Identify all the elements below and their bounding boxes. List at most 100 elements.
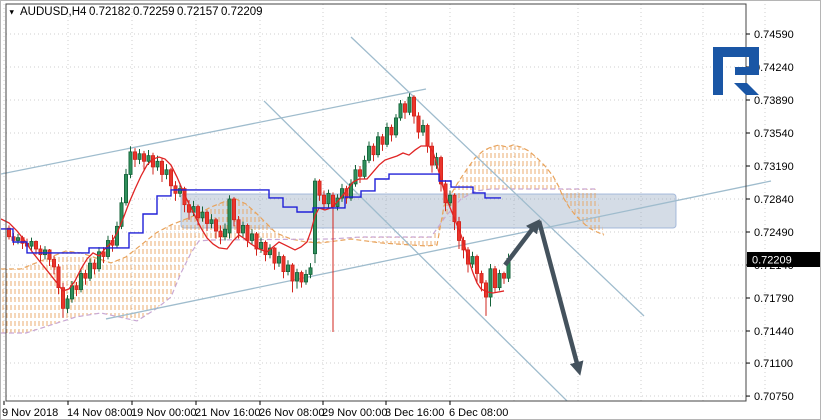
candle-bearish[interactable] bbox=[231, 198, 236, 221]
symbol-dropdown-icon[interactable]: ▼ bbox=[8, 8, 15, 17]
candle-bearish[interactable] bbox=[101, 251, 106, 257]
candle-bearish[interactable] bbox=[389, 126, 394, 136]
candle-bullish[interactable] bbox=[420, 125, 425, 133]
candle-bullish[interactable] bbox=[209, 219, 214, 224]
candle-bearish[interactable] bbox=[254, 233, 259, 250]
candle-bullish[interactable] bbox=[128, 151, 133, 175]
descending-channel-lower[interactable] bbox=[263, 100, 568, 402]
candle-bullish[interactable] bbox=[326, 192, 331, 205]
candle-bullish[interactable] bbox=[65, 298, 70, 309]
candle-bearish[interactable] bbox=[150, 155, 155, 168]
candle-bearish[interactable] bbox=[492, 268, 497, 289]
ascending-support-line[interactable] bbox=[105, 180, 772, 320]
candle-bearish[interactable] bbox=[321, 194, 326, 205]
candle-bearish[interactable] bbox=[402, 103, 407, 113]
candle-bearish[interactable] bbox=[7, 227, 12, 238]
candle-bullish[interactable] bbox=[362, 159, 367, 177]
candle-bearish[interactable] bbox=[479, 273, 484, 284]
candle-bullish[interactable] bbox=[29, 241, 34, 247]
resistance-zone-rect[interactable] bbox=[180, 193, 677, 229]
candle-bearish[interactable] bbox=[299, 272, 304, 283]
candle-bullish[interactable] bbox=[353, 169, 358, 185]
candle-bearish[interactable] bbox=[425, 125, 430, 147]
candle-bearish[interactable] bbox=[204, 211, 209, 224]
candle-bullish[interactable] bbox=[227, 198, 232, 234]
candle-bullish[interactable] bbox=[470, 256, 475, 265]
candle-bearish[interactable] bbox=[159, 160, 164, 175]
candle-bearish[interactable] bbox=[92, 262, 97, 270]
candle-bearish[interactable] bbox=[452, 194, 457, 223]
candle-bullish[interactable] bbox=[79, 273, 84, 290]
candle-bullish[interactable] bbox=[15, 237, 20, 241]
candle-bearish[interactable] bbox=[438, 157, 443, 185]
candle-bearish[interactable] bbox=[290, 264, 295, 282]
projection-up-arrow[interactable] bbox=[503, 219, 540, 267]
candle-bullish[interactable] bbox=[200, 211, 205, 219]
candle-bullish[interactable] bbox=[137, 153, 142, 160]
candle-bullish[interactable] bbox=[258, 241, 263, 250]
candle-bearish[interactable] bbox=[245, 224, 250, 241]
symbol-period-label[interactable]: AUDUSD,H4 bbox=[20, 6, 87, 18]
candle-bullish[interactable] bbox=[124, 174, 129, 204]
candle-bullish[interactable] bbox=[407, 96, 412, 113]
candle-bearish[interactable] bbox=[141, 153, 146, 162]
candle-bearish[interactable] bbox=[132, 151, 137, 160]
ascending-left-line[interactable] bbox=[1, 88, 427, 175]
candle-bullish[interactable] bbox=[488, 268, 493, 298]
candle-bullish[interactable] bbox=[240, 224, 245, 234]
candle-bearish[interactable] bbox=[317, 180, 322, 196]
candle-bearish[interactable] bbox=[371, 145, 376, 156]
projection-down-arrow[interactable] bbox=[536, 220, 584, 376]
candle-bearish[interactable] bbox=[34, 241, 39, 250]
candle-bearish[interactable] bbox=[61, 287, 66, 309]
candle-bearish[interactable] bbox=[281, 256, 286, 272]
candle-bullish[interactable] bbox=[177, 188, 182, 194]
candle-bullish[interactable] bbox=[398, 103, 403, 119]
candle-bullish[interactable] bbox=[164, 169, 169, 175]
candle-bullish[interactable] bbox=[146, 155, 151, 162]
candle-bearish[interactable] bbox=[380, 136, 385, 145]
candle-bearish[interactable] bbox=[474, 256, 479, 274]
candle-bearish[interactable] bbox=[272, 247, 277, 264]
candle-bullish[interactable] bbox=[497, 273, 502, 289]
candle-bearish[interactable] bbox=[168, 169, 173, 187]
candle-bearish[interactable] bbox=[213, 219, 218, 232]
candle-bullish[interactable] bbox=[155, 160, 160, 168]
candle-bearish[interactable] bbox=[38, 248, 43, 256]
candle-bullish[interactable] bbox=[249, 233, 254, 241]
candle-bearish[interactable] bbox=[483, 282, 488, 298]
candle-bullish[interactable] bbox=[384, 126, 389, 145]
candle-bullish[interactable] bbox=[375, 136, 380, 156]
candle-bullish[interactable] bbox=[303, 274, 308, 283]
candle-bearish[interactable] bbox=[263, 241, 268, 256]
price-axis[interactable]: 0.74590 0.74240 0.73890 0.73540 0.73190 0.728… bbox=[746, 29, 794, 403]
candle-bullish[interactable] bbox=[366, 145, 371, 161]
candle-bullish[interactable] bbox=[308, 267, 313, 275]
candle-bullish[interactable] bbox=[222, 228, 227, 238]
candle-bearish[interactable] bbox=[236, 219, 241, 234]
candle-bullish[interactable] bbox=[447, 194, 452, 204]
candle-bearish[interactable] bbox=[416, 115, 421, 133]
descending-channel-upper[interactable] bbox=[350, 36, 645, 317]
candle-bearish[interactable] bbox=[83, 273, 88, 279]
candle-bullish[interactable] bbox=[393, 117, 398, 136]
candle-bearish[interactable] bbox=[411, 96, 416, 117]
candle-bullish[interactable] bbox=[97, 251, 102, 270]
candle-bearish[interactable] bbox=[357, 169, 362, 177]
candle-bearish[interactable] bbox=[52, 258, 57, 268]
candle-bullish[interactable] bbox=[70, 285, 75, 300]
candle-bullish[interactable] bbox=[285, 264, 290, 272]
candle-bearish[interactable] bbox=[218, 230, 223, 238]
candle-bearish[interactable] bbox=[56, 266, 61, 289]
candle-bullish[interactable] bbox=[88, 262, 93, 279]
candle-bearish[interactable] bbox=[74, 285, 79, 290]
candle-bearish[interactable] bbox=[501, 273, 506, 279]
candle-bearish[interactable] bbox=[47, 249, 52, 260]
candle-bullish[interactable] bbox=[294, 272, 299, 282]
candle-bullish[interactable] bbox=[119, 202, 124, 227]
candle-bearish[interactable] bbox=[443, 183, 448, 204]
candle-bearish[interactable] bbox=[195, 206, 200, 219]
candle-bullish[interactable] bbox=[276, 256, 281, 264]
